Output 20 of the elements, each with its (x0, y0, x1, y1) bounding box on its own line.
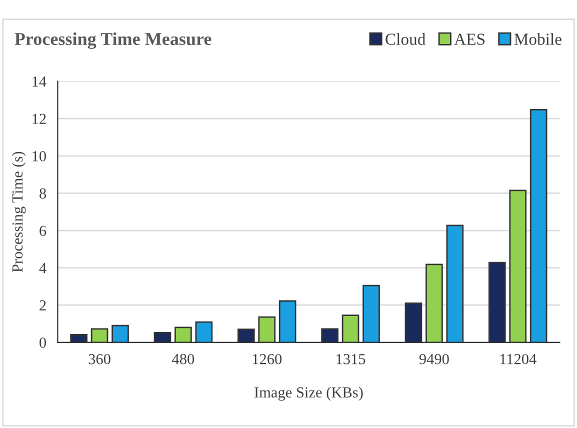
y-tick-label: 14 (32, 76, 46, 87)
chart-title: Processing Time Measure (14, 32, 212, 49)
y-tick-label: 4 (39, 263, 46, 274)
y-tick-label: 2 (40, 300, 46, 310)
x-tick-label: 9490 (419, 354, 449, 364)
legend-label: Cloud (386, 33, 426, 45)
y-axis-title: Processing Time (s) (12, 152, 26, 272)
y-tick-label: 10 (32, 151, 46, 162)
x-tick-label: 480 (172, 354, 194, 364)
legend-label: AES (454, 34, 484, 45)
y-tick-label: 6 (40, 226, 46, 236)
x-axis-title: Image Size (KBs) (254, 386, 363, 401)
x-tick-label: 11204 (500, 354, 536, 364)
y-tick-label: 0 (40, 338, 46, 348)
x-tick-label: 1260 (252, 354, 282, 364)
legend-label: Mobile (514, 33, 562, 45)
y-tick-label: 8 (40, 188, 46, 199)
y-tick-label: 12 (32, 114, 46, 124)
x-tick-label: 1315 (336, 354, 366, 364)
x-tick-label: 360 (88, 354, 110, 364)
